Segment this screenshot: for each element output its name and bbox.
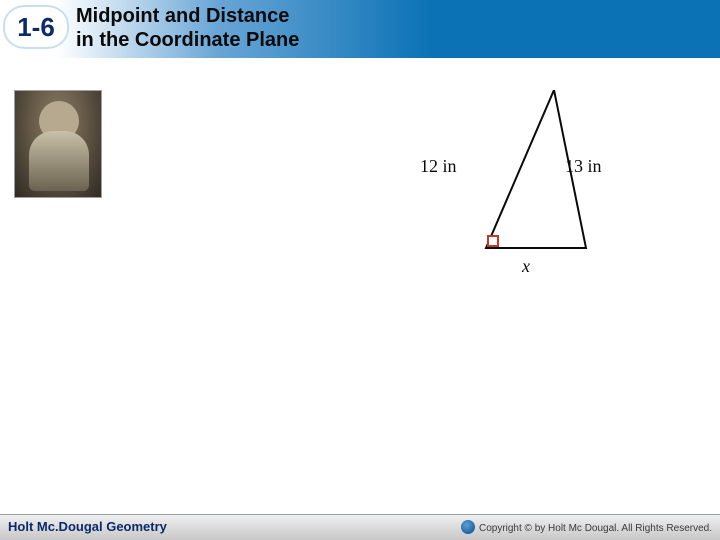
- footer-copyright-text: Copyright © by Holt Mc Dougal. All Right…: [479, 523, 712, 534]
- triangle-label-left: 12 in: [420, 156, 457, 177]
- triangle-label-base: x: [522, 256, 530, 277]
- triangle-label-right: 13 in: [565, 156, 602, 177]
- section-number-badge: 1-6: [3, 5, 69, 49]
- triangle-figure: 12 in 13 in x: [420, 88, 640, 278]
- header-band: 1-6 Midpoint and Distance in the Coordin…: [0, 0, 720, 58]
- lesson-title: Midpoint and Distance in the Coordinate …: [76, 4, 299, 52]
- slide-page: 1-6 Midpoint and Distance in the Coordin…: [0, 0, 720, 540]
- footer-copyright: Copyright © by Holt Mc Dougal. All Right…: [461, 520, 712, 534]
- lesson-title-line1: Midpoint and Distance: [76, 5, 289, 27]
- publisher-logo-icon: [461, 520, 475, 534]
- footer-bar: Holt Mc.Dougal Geometry Copyright © by H…: [0, 514, 720, 540]
- right-angle-icon: [487, 235, 499, 247]
- lesson-title-line2: in the Coordinate Plane: [76, 28, 299, 52]
- pythagoras-portrait: [14, 90, 102, 198]
- footer-textbook: Holt Mc.Dougal Geometry: [8, 519, 167, 534]
